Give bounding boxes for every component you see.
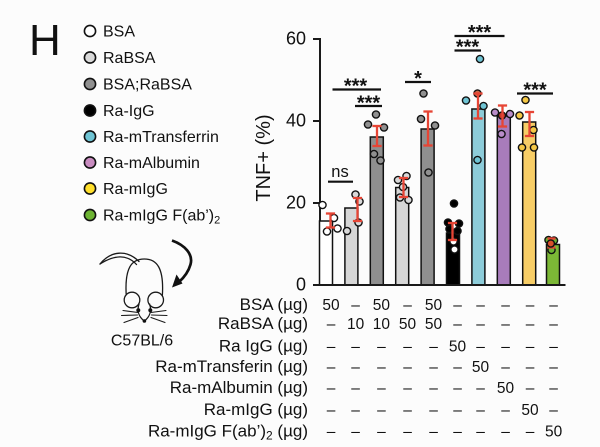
svg-text:60: 60 [286, 28, 306, 48]
svg-text:–: – [526, 338, 535, 355]
svg-text:–: – [351, 297, 360, 314]
svg-text:–: – [453, 316, 462, 333]
svg-text:BSA (µg): BSA (µg) [240, 295, 308, 314]
svg-text:–: – [429, 359, 438, 376]
svg-text:–: – [476, 424, 485, 441]
svg-text:–: – [403, 338, 412, 355]
svg-text:–: – [549, 316, 558, 333]
svg-text:BSA;RaBSA: BSA;RaBSA [103, 77, 192, 94]
svg-text:0: 0 [296, 274, 306, 294]
svg-text:–: – [327, 359, 336, 376]
svg-text:***: *** [344, 76, 368, 98]
svg-text:20: 20 [286, 192, 306, 212]
svg-text:–: – [403, 380, 412, 397]
svg-text:Ra-mIgG F(ab’)2 (µg): Ra-mIgG F(ab’)2 (µg) [148, 422, 308, 443]
svg-text:50: 50 [521, 402, 539, 419]
svg-text:–: – [377, 359, 386, 376]
svg-text:–: – [429, 424, 438, 441]
svg-text:Ra-mTransferrin: Ra-mTransferrin [103, 129, 219, 146]
svg-text:–: – [476, 338, 485, 355]
svg-text:***: *** [523, 80, 547, 102]
svg-text:–: – [549, 338, 558, 355]
svg-text:–: – [453, 380, 462, 397]
svg-text:–: – [377, 402, 386, 419]
svg-text:–: – [351, 359, 360, 376]
svg-text:50: 50 [545, 424, 563, 441]
svg-text:50: 50 [449, 338, 467, 355]
svg-text:–: – [526, 316, 535, 333]
svg-text:Ra-mIgG F(ab’)2: Ra-mIgG F(ab’)2 [103, 208, 220, 227]
svg-text:–: – [429, 338, 438, 355]
svg-text:–: – [526, 424, 535, 441]
svg-text:–: – [501, 338, 510, 355]
svg-text:–: – [377, 338, 386, 355]
svg-text:–: – [351, 424, 360, 441]
svg-text:–: – [476, 316, 485, 333]
svg-text:10: 10 [373, 316, 391, 333]
svg-text:10: 10 [347, 316, 365, 333]
svg-text:Ra-IgG: Ra-IgG [103, 103, 155, 120]
svg-text:–: – [501, 316, 510, 333]
svg-text:–: – [453, 402, 462, 419]
svg-text:–: – [403, 402, 412, 419]
svg-text:*: * [414, 68, 422, 90]
svg-text:–: – [453, 359, 462, 376]
svg-text:–: – [351, 380, 360, 397]
svg-text:–: – [501, 402, 510, 419]
svg-text:–: – [501, 297, 510, 314]
svg-text:ns: ns [331, 163, 348, 181]
svg-text:***: *** [357, 93, 381, 115]
svg-text:40: 40 [286, 110, 306, 130]
svg-text:–: – [327, 402, 336, 419]
svg-text:Ra IgG (µg): Ra IgG (µg) [219, 336, 308, 355]
svg-text:H: H [29, 16, 61, 65]
svg-text:–: – [549, 380, 558, 397]
svg-text:–: – [476, 297, 485, 314]
svg-text:–: – [526, 359, 535, 376]
svg-text:Ra-mAlbumin (µg): Ra-mAlbumin (µg) [170, 378, 308, 397]
svg-text:–: – [327, 380, 336, 397]
svg-text:–: – [327, 338, 336, 355]
svg-text:BSA: BSA [103, 24, 135, 41]
svg-text:50: 50 [472, 359, 490, 376]
svg-text:–: – [501, 359, 510, 376]
svg-text:–: – [351, 402, 360, 419]
svg-text:50: 50 [399, 316, 417, 333]
svg-text:–: – [429, 380, 438, 397]
svg-text:50: 50 [425, 316, 443, 333]
svg-text:–: – [476, 402, 485, 419]
svg-text:Ra-mIgG (µg): Ra-mIgG (µg) [204, 400, 308, 419]
svg-text:Ra-mAlbumin: Ra-mAlbumin [103, 155, 200, 172]
svg-text:–: – [476, 380, 485, 397]
svg-text:50: 50 [497, 380, 515, 397]
svg-text:–: – [327, 316, 336, 333]
svg-text:–: – [526, 380, 535, 397]
svg-text:–: – [549, 402, 558, 419]
svg-text:–: – [327, 424, 336, 441]
svg-text:–: – [377, 424, 386, 441]
svg-text:–: – [549, 297, 558, 314]
svg-text:–: – [377, 380, 386, 397]
svg-text:Ra-mIgG: Ra-mIgG [103, 181, 168, 198]
svg-text:–: – [453, 297, 462, 314]
svg-text:–: – [403, 297, 412, 314]
svg-text:–: – [501, 424, 510, 441]
svg-text:C57BL/6: C57BL/6 [111, 332, 173, 349]
svg-text:50: 50 [373, 297, 391, 314]
svg-text:–: – [403, 359, 412, 376]
svg-text:Ra-mTransferin (µg): Ra-mTransferin (µg) [155, 357, 308, 376]
svg-text:–: – [549, 359, 558, 376]
svg-text:TNF+ (%): TNF+ (%) [253, 114, 275, 201]
svg-text:–: – [403, 424, 412, 441]
svg-text:RaBSA: RaBSA [103, 50, 156, 67]
svg-text:50: 50 [425, 297, 443, 314]
svg-text:–: – [453, 424, 462, 441]
svg-text:–: – [429, 402, 438, 419]
svg-text:–: – [351, 338, 360, 355]
svg-text:***: *** [468, 22, 492, 44]
svg-text:–: – [526, 297, 535, 314]
svg-text:***: *** [456, 37, 480, 59]
svg-text:50: 50 [322, 297, 340, 314]
svg-text:RaBSA (µg): RaBSA (µg) [218, 314, 308, 333]
